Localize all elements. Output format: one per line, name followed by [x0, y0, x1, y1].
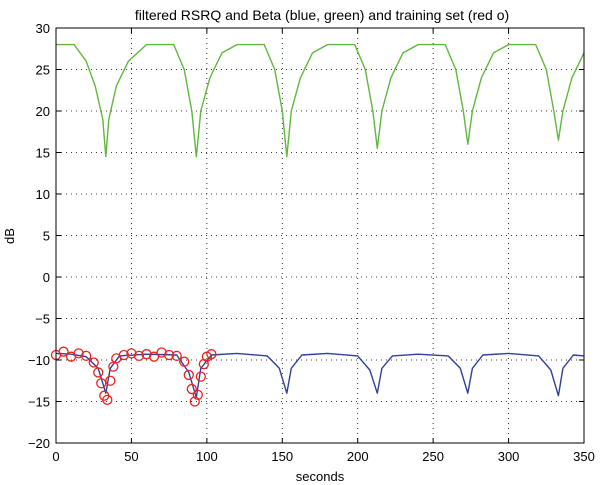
x-tick-label: 350 [573, 449, 595, 464]
y-axis-label: dB [2, 228, 17, 244]
y-tick-label: −15 [28, 395, 50, 410]
series-line-1 [55, 352, 585, 399]
data-point [88, 357, 99, 368]
data-point [189, 396, 200, 407]
x-axis-label: seconds [296, 469, 345, 484]
y-tick-label: 0 [43, 270, 50, 285]
data-point [133, 350, 145, 362]
y-tick-label: −10 [28, 353, 50, 368]
y-tick-label: 10 [36, 187, 50, 202]
chart-title: filtered RSRQ and Beta (blue, green) and… [135, 7, 509, 23]
data-point [81, 350, 92, 362]
data-point [183, 369, 194, 381]
x-tick-label: 150 [271, 449, 293, 464]
data-point [96, 378, 107, 389]
data-point [192, 389, 203, 401]
data-point [93, 367, 104, 378]
data-point [206, 349, 217, 360]
plot-area [50, 43, 585, 407]
y-tick-label: −20 [28, 436, 50, 451]
data-point [102, 394, 113, 405]
y-tick-label: 25 [36, 63, 50, 78]
data-point [156, 347, 167, 358]
data-point [118, 349, 130, 361]
data-point [195, 371, 206, 382]
x-tick-label: 100 [196, 449, 218, 464]
x-tick-label: 250 [422, 449, 444, 464]
y-tick-label: 5 [43, 229, 50, 244]
x-tick-label: 0 [52, 449, 59, 464]
x-tick-label: 50 [124, 449, 138, 464]
grid [56, 28, 584, 443]
y-tick-label: 30 [36, 21, 50, 36]
series-markers [50, 346, 217, 407]
data-point [126, 348, 137, 359]
y-tick-label: −5 [35, 312, 50, 327]
data-point [186, 383, 197, 395]
y-axis: −20 −15 −10 −5 0 5 10 15 20 25 30 [28, 21, 584, 451]
series-line-2 [56, 43, 585, 158]
data-point [179, 356, 190, 367]
data-point [163, 349, 175, 361]
y-tick-label: 15 [36, 146, 50, 161]
x-axis: 0 50 100 150 200 250 300 350 [52, 28, 595, 464]
x-tick-label: 300 [498, 449, 520, 464]
x-tick-label: 200 [347, 449, 369, 464]
data-point [105, 375, 116, 386]
data-point [141, 349, 152, 360]
plot-frame [55, 27, 585, 444]
data-point [73, 348, 84, 359]
data-point [58, 346, 69, 357]
y-tick-label: 20 [36, 104, 50, 119]
data-point [171, 350, 182, 362]
